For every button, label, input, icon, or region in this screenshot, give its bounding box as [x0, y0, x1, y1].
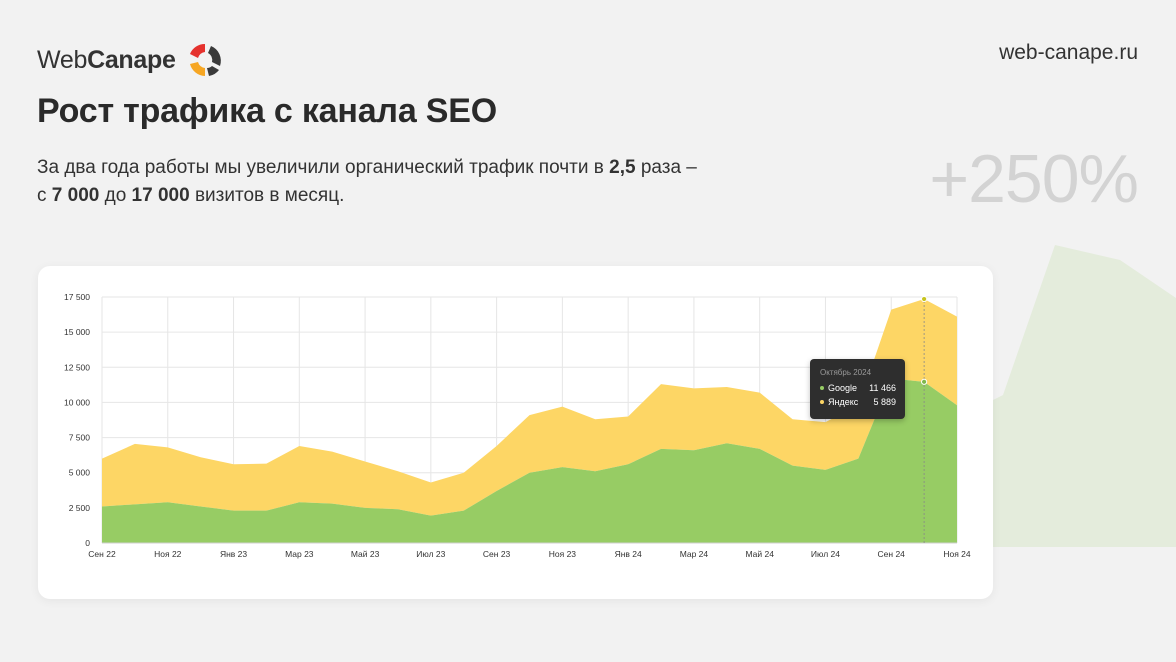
x-tick-label: Янв 23 — [220, 549, 247, 559]
x-tick-label: Май 23 — [351, 549, 380, 559]
x-tick-label: Мар 23 — [285, 549, 314, 559]
y-tick-label: 12 500 — [64, 362, 90, 372]
series-google-area — [102, 378, 957, 543]
tooltip-row-yandex: Яндекс 5 889 — [820, 397, 896, 407]
y-tick-label: 5 000 — [69, 468, 91, 478]
series-yandex-area — [102, 299, 957, 516]
page-title: Рост трафика с канала SEO — [37, 92, 497, 130]
logo-icon — [189, 43, 221, 76]
yandex-dot-icon — [820, 400, 824, 404]
yandex-point — [921, 295, 928, 303]
x-tick-label: Ноя 22 — [154, 549, 182, 559]
x-tick-label: Сен 24 — [878, 549, 906, 559]
y-tick-label: 17 500 — [64, 292, 90, 302]
y-tick-label: 15 000 — [64, 327, 90, 337]
x-tick-label: Янв 24 — [615, 549, 642, 559]
tooltip-title: Октябрь 2024 — [820, 368, 872, 377]
y-tick-label: 10 000 — [64, 397, 90, 407]
site-url[interactable]: web-canape.ru — [999, 41, 1138, 64]
growth-percent: +250% — [929, 141, 1139, 217]
x-tick-label: Сен 22 — [88, 549, 116, 559]
logo-text: WebCanape — [37, 45, 176, 74]
y-tick-label: 2 500 — [69, 503, 91, 513]
x-tick-label: Июл 23 — [416, 549, 445, 559]
y-tick-label: 0 — [85, 538, 90, 548]
y-tick-label: 7 500 — [69, 433, 91, 443]
x-tick-label: Сен 23 — [483, 549, 511, 559]
chart-card: 0 2 500 5 000 7 500 10 000 12 500 15 000 17 500… — [38, 266, 993, 599]
logo[interactable]: WebCanape — [37, 40, 226, 80]
x-tick-label: Ноя 24 — [943, 549, 971, 559]
tooltip-row-google: Google 11 466 — [820, 383, 896, 393]
x-tick-label: Мар 24 — [680, 549, 709, 559]
google-point — [921, 378, 928, 385]
x-tick-label: Май 24 — [745, 549, 774, 559]
x-tick-label: Ноя 23 — [549, 549, 577, 559]
google-dot-icon — [820, 386, 824, 390]
chart-tooltip: Октябрь 2024 Google 11 466 Яндекс 5 889 — [810, 359, 905, 419]
x-tick-label: Июл 24 — [811, 549, 840, 559]
description: За два года работы мы увеличили органиче… — [37, 157, 697, 206]
traffic-chart: 0 2 500 5 000 7 500 10 000 12 500 15 000 17 500… — [64, 292, 971, 559]
